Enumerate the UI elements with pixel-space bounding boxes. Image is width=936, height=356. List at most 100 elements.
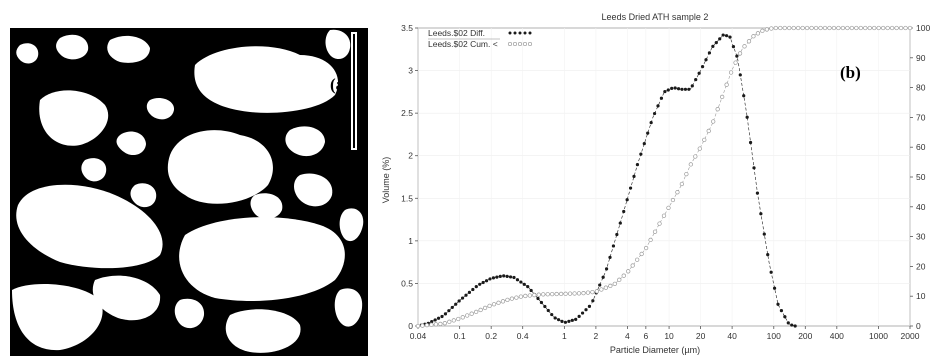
data-point <box>733 60 738 65</box>
data-point <box>776 302 780 306</box>
data-point <box>679 181 685 187</box>
y-tick-label: 1 <box>408 236 413 246</box>
data-point <box>787 25 792 31</box>
data-point <box>546 308 550 313</box>
data-point <box>491 302 497 307</box>
data-point <box>556 318 561 322</box>
data-point <box>840 25 846 31</box>
data-point <box>450 305 454 310</box>
y2-tick-label: 20 <box>916 261 926 271</box>
data-point <box>539 300 544 305</box>
data-point <box>598 283 602 287</box>
data-point <box>796 25 801 31</box>
data-point <box>601 275 605 279</box>
y-tick-label: 0.5 <box>401 278 413 288</box>
data-point <box>576 291 582 296</box>
data-point <box>728 35 732 39</box>
data-point <box>451 318 456 323</box>
data-point <box>577 314 581 319</box>
data-point <box>711 119 716 124</box>
data-point <box>505 297 510 303</box>
data-point <box>845 25 850 31</box>
data-point <box>711 44 715 48</box>
data-point <box>608 283 613 289</box>
data-point <box>745 115 749 119</box>
series-layer <box>415 25 913 329</box>
data-point <box>590 289 595 295</box>
data-point <box>793 324 797 328</box>
data-point <box>836 25 841 31</box>
data-point <box>467 290 472 294</box>
data-point <box>481 280 485 285</box>
legend-marker-diff <box>508 31 512 35</box>
y2-tick-label: 90 <box>916 53 926 63</box>
data-point <box>827 25 832 31</box>
data-point <box>894 25 899 31</box>
data-point <box>429 322 434 327</box>
data-point <box>742 94 746 98</box>
data-point <box>779 309 784 313</box>
data-point <box>673 86 677 90</box>
data-point <box>550 312 554 317</box>
data-point <box>748 140 753 145</box>
x-tick-label: 2 <box>594 331 599 341</box>
data-point <box>460 296 465 300</box>
data-point <box>762 232 766 236</box>
x-tick-label: 20 <box>696 331 706 341</box>
data-point <box>523 293 528 299</box>
data-point <box>420 323 425 328</box>
legend-marker-cum <box>517 41 523 47</box>
data-point <box>599 287 604 292</box>
data-point <box>724 34 729 38</box>
data-point <box>456 316 461 322</box>
legend-marker-cum <box>512 41 518 47</box>
data-point <box>635 163 640 167</box>
data-point <box>697 146 702 151</box>
data-point <box>474 285 478 289</box>
y2-tick-label: 0 <box>916 321 921 331</box>
data-point <box>536 296 540 301</box>
data-point <box>670 197 676 203</box>
data-point <box>541 292 546 297</box>
data-point <box>657 221 662 226</box>
data-point <box>675 190 680 195</box>
data-point <box>809 25 814 31</box>
data-point <box>881 25 886 31</box>
data-point <box>752 166 756 170</box>
chart-legend: Leeds.$02 Diff. Leeds.$02 Cum. < <box>428 28 533 49</box>
data-point <box>642 142 646 146</box>
data-point <box>505 274 509 278</box>
y-tick-label: 0 <box>408 321 413 331</box>
data-point <box>755 191 760 195</box>
data-point <box>831 25 837 31</box>
data-point <box>769 270 773 274</box>
data-point <box>518 294 524 299</box>
data-point <box>648 237 653 243</box>
data-point <box>680 87 684 91</box>
data-point <box>885 25 890 31</box>
legend-marker-cum <box>507 41 513 47</box>
data-point <box>515 278 520 282</box>
data-point <box>863 25 868 31</box>
data-point <box>572 291 577 296</box>
data-point <box>617 277 622 282</box>
y2-tick-label: 80 <box>916 83 926 93</box>
data-point <box>567 291 573 296</box>
data-point <box>567 319 571 323</box>
y2-tick-label: 60 <box>916 142 926 152</box>
data-point <box>687 87 691 91</box>
data-point <box>790 323 794 327</box>
y-tick-label: 1.5 <box>401 193 413 203</box>
data-point <box>666 205 671 211</box>
data-point <box>498 274 502 278</box>
data-point <box>550 291 555 297</box>
data-point <box>676 87 681 91</box>
y-tick-label: 3.5 <box>401 23 413 33</box>
y-axis-left-ticks: 0 0.5 1 1.5 2 2.5 3 3.5 <box>401 23 418 331</box>
data-point <box>766 252 770 257</box>
data-point <box>728 70 734 75</box>
x-axis-ticks: 0.04 0.1 0.2 0.4 1 2 4 6 10 20 40 100 200 400 1000 2000 <box>410 326 920 341</box>
y2-tick-label: 40 <box>916 202 926 212</box>
series-line <box>417 34 796 327</box>
